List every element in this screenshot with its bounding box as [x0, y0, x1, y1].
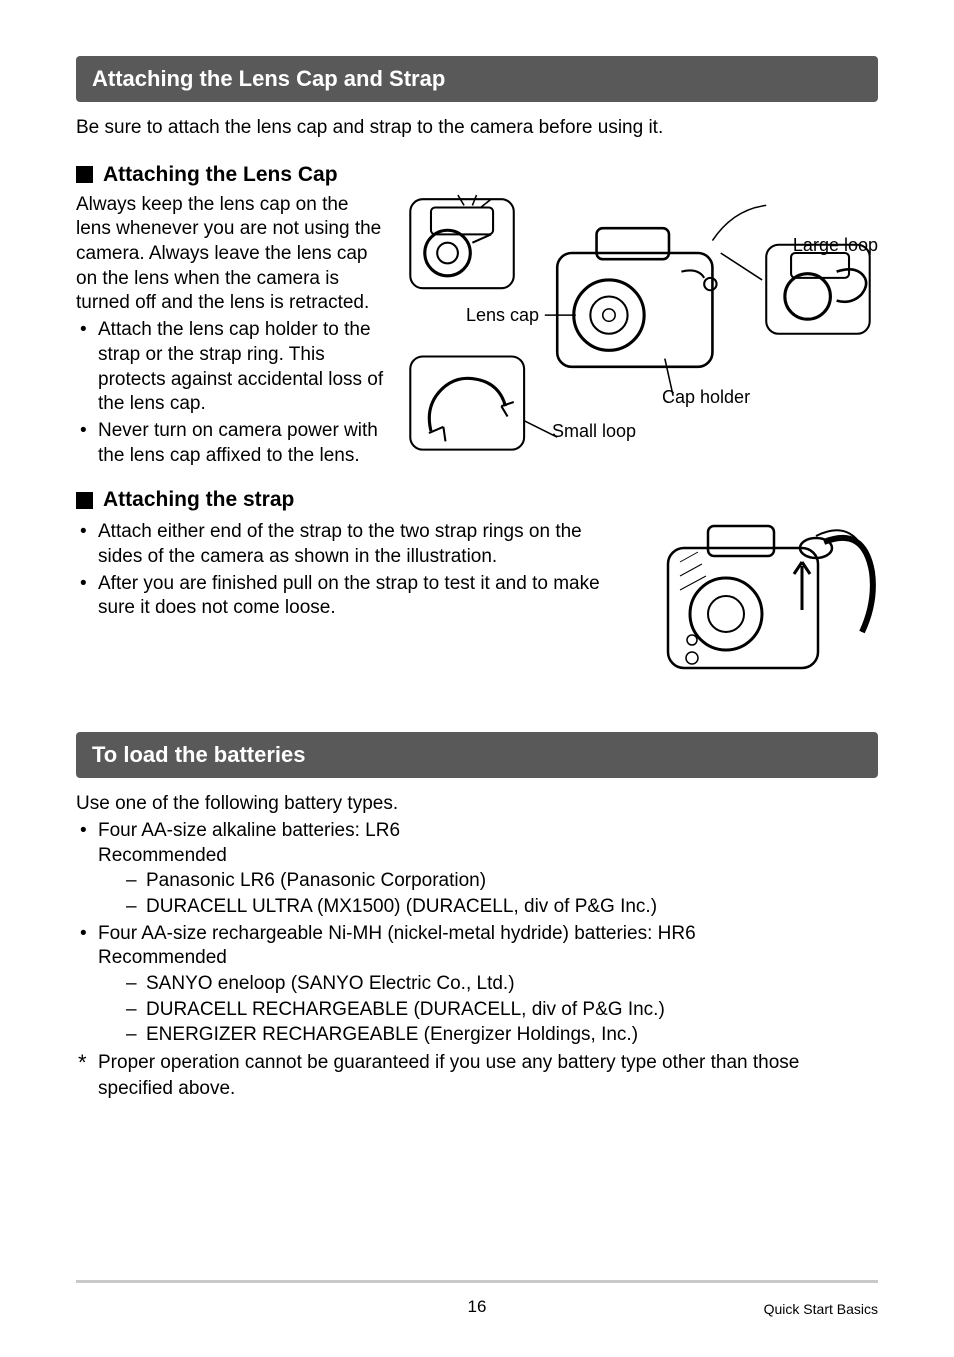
label-small-loop: Small loop: [552, 421, 636, 442]
strap-row: Attach either end of the strap to the tw…: [76, 518, 878, 698]
subheading-strap-text: Attaching the strap: [103, 488, 294, 512]
section1-intro: Be sure to attach the lens cap and strap…: [76, 116, 878, 141]
battery-item-1: Four AA-size alkaline batteries: LR6 Rec…: [76, 819, 878, 920]
battery-item-2-rec: Recommended: [98, 947, 227, 968]
battery-item-2-sub-3: ENERGIZER RECHARGEABLE (Energizer Holdin…: [126, 1022, 878, 1048]
square-bullet-icon: [76, 492, 93, 509]
section-heading-2: To load the batteries: [76, 732, 878, 778]
subheading-strap: Attaching the strap: [76, 488, 878, 512]
strap-bullets: Attach either end of the strap to the tw…: [76, 520, 630, 621]
figure-strap: [648, 518, 878, 698]
square-bullet-icon: [76, 166, 93, 183]
lens-cap-bullet-1: Attach the lens cap holder to the strap …: [76, 318, 386, 417]
label-cap-holder: Cap holder: [662, 387, 750, 408]
strap-bullet-2: After you are finished pull on the strap…: [76, 572, 630, 621]
strap-bullet-1: Attach either end of the strap to the tw…: [76, 520, 630, 569]
strap-text-col: Attach either end of the strap to the tw…: [76, 518, 630, 623]
page-content: Attaching the Lens Cap and Strap Be sure…: [0, 0, 954, 1101]
strap-diagram-icon: [648, 518, 878, 698]
lens-cap-diagram-icon: [402, 193, 878, 462]
battery-note: Proper operation cannot be guaranteed if…: [76, 1050, 878, 1101]
label-lens-cap: Lens cap: [466, 305, 539, 326]
subheading-lens-cap-text: Attaching the Lens Cap: [103, 163, 338, 187]
figure-lens-cap: Lens cap Large loop Cap holder Small loo…: [402, 193, 878, 471]
battery-item-1-sub: Panasonic LR6 (Panasonic Corporation) DU…: [98, 868, 878, 919]
battery-item-2-sub-2: DURACELL RECHARGEABLE (DURACELL, div of …: [126, 997, 878, 1023]
lens-cap-bullet-2: Never turn on camera power with the lens…: [76, 419, 386, 468]
battery-item-1-rec: Recommended: [98, 845, 227, 866]
battery-item-2: Four AA-size rechargeable Ni-MH (nickel-…: [76, 922, 878, 1048]
battery-item-2-sub-1: SANYO eneloop (SANYO Electric Co., Ltd.): [126, 971, 878, 997]
battery-item-1-line: Four AA-size alkaline batteries: LR6: [98, 820, 400, 841]
lens-cap-para: Always keep the lens cap on the lens whe…: [76, 193, 386, 316]
battery-item-1-sub-1: Panasonic LR6 (Panasonic Corporation): [126, 868, 878, 894]
battery-item-2-sub: SANYO eneloop (SANYO Electric Co., Ltd.)…: [98, 971, 878, 1048]
lens-cap-bullets: Attach the lens cap holder to the strap …: [76, 318, 386, 468]
subheading-lens-cap: Attaching the Lens Cap: [76, 163, 878, 187]
section-heading-1: Attaching the Lens Cap and Strap: [76, 56, 878, 102]
battery-item-2-line: Four AA-size rechargeable Ni-MH (nickel-…: [98, 923, 696, 944]
lens-cap-text-col: Always keep the lens cap on the lens whe…: [76, 193, 386, 471]
footer-rule: [76, 1280, 878, 1283]
label-large-loop: Large loop: [793, 235, 878, 256]
battery-list: Four AA-size alkaline batteries: LR6 Rec…: [76, 819, 878, 1048]
section2-intro: Use one of the following battery types.: [76, 792, 878, 817]
footer-label: Quick Start Basics: [764, 1301, 878, 1317]
lens-cap-row: Always keep the lens cap on the lens whe…: [76, 193, 878, 471]
battery-item-1-sub-2: DURACELL ULTRA (MX1500) (DURACELL, div o…: [126, 894, 878, 920]
